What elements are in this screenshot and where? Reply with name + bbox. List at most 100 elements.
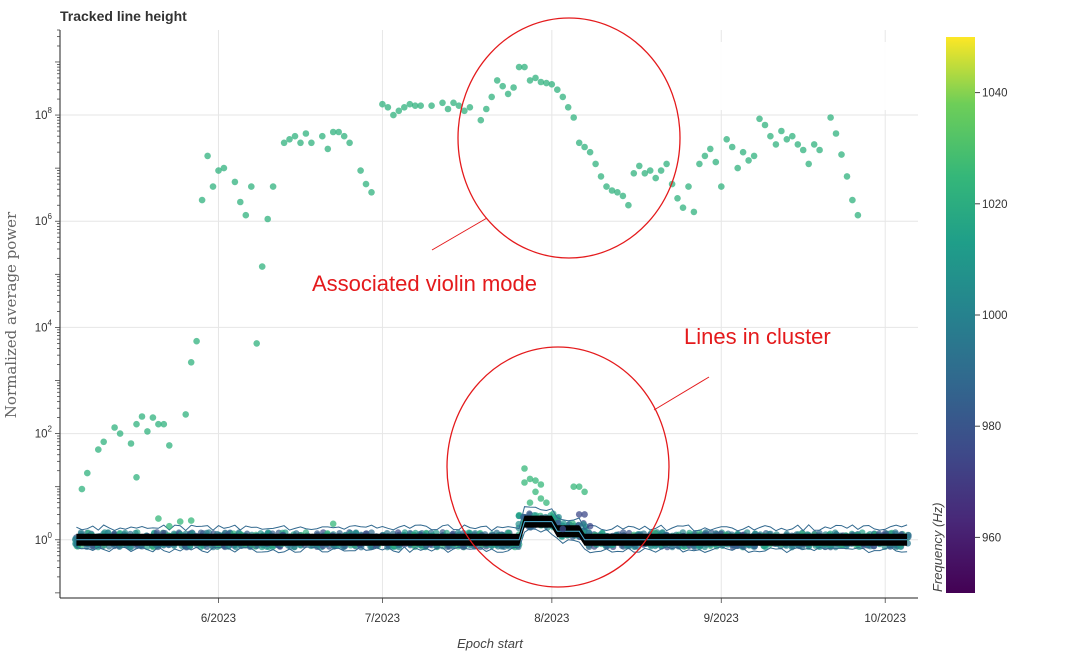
data-point [510, 84, 517, 91]
annotation-violin: Associated violin mode [312, 17, 681, 296]
data-point [166, 442, 173, 449]
data-point [597, 173, 605, 180]
data-point [554, 86, 561, 93]
data-point [581, 511, 588, 518]
y-tick-labels: 100 102 104 106 108 [35, 106, 53, 547]
data-point [745, 157, 752, 164]
x-tick-label: 10/2023 [864, 613, 906, 625]
data-point [111, 424, 118, 431]
data-point [319, 132, 326, 140]
x-tick-labels: 6/2023 7/2023 8/2023 9/2023 10/2023 [201, 613, 906, 625]
data-point [652, 174, 659, 182]
data-point [614, 189, 621, 196]
y-tick-label: 102 [35, 425, 53, 441]
data-point [329, 128, 337, 136]
data-point [712, 158, 720, 166]
data-point [155, 515, 162, 522]
data-point [816, 146, 823, 154]
data-point [258, 263, 266, 270]
data-point [308, 139, 315, 147]
data-point [187, 517, 195, 524]
data-point [444, 105, 452, 113]
data-point [521, 479, 528, 486]
data-point [526, 499, 534, 507]
data-point [832, 130, 840, 137]
colorbar-tick-label: 960 [982, 532, 1001, 544]
data-point [291, 132, 299, 140]
data-point [466, 104, 474, 111]
data-point [379, 100, 386, 108]
data-point [794, 141, 802, 148]
data-point [543, 499, 550, 507]
data-point [335, 128, 343, 136]
data-point [302, 130, 310, 137]
x-axis-title: Epoch start [457, 636, 524, 651]
data-point [843, 173, 851, 180]
data-point [346, 139, 353, 147]
data-point [799, 146, 807, 154]
x-tick-label: 8/2023 [534, 613, 569, 625]
data-point [439, 99, 446, 107]
y-tick-label: 108 [35, 106, 53, 122]
data-point [701, 152, 709, 160]
data-point [209, 183, 217, 190]
data-point [756, 115, 763, 123]
data-point [718, 183, 725, 190]
data-point [461, 107, 468, 115]
data-point [264, 215, 272, 223]
data-point [95, 446, 102, 453]
data-point [723, 136, 730, 143]
data-point [586, 148, 594, 156]
chart-title: Tracked line height [60, 8, 187, 24]
data-point [674, 195, 681, 202]
data-point [215, 167, 222, 174]
data-point [390, 111, 397, 119]
data-point [280, 139, 288, 147]
y-tick-label: 104 [35, 318, 53, 334]
data-point [237, 198, 244, 206]
data-point [575, 139, 583, 147]
data-point [515, 63, 523, 71]
colorbar-title: Frequency (Hz) [930, 502, 945, 592]
data-point [176, 518, 184, 525]
data-point [564, 104, 572, 111]
data-point [286, 136, 293, 143]
data-point [324, 145, 332, 153]
annotation-violin-text: Associated violin mode [312, 271, 537, 296]
data-point [220, 164, 228, 172]
data-point [630, 170, 638, 177]
data-point [357, 167, 364, 174]
x-tick-label: 7/2023 [365, 613, 400, 625]
data-point [690, 208, 698, 216]
data-point [116, 430, 124, 437]
data-point [761, 121, 769, 129]
cluster-mean-line [76, 521, 908, 541]
data-point [805, 160, 812, 168]
data-point [767, 132, 774, 140]
data-point [641, 170, 649, 177]
data-point [559, 93, 567, 101]
y-tick-label: 106 [35, 212, 53, 228]
data-point [663, 160, 670, 168]
data-point [138, 413, 146, 420]
colorbar-tick-label: 1040 [982, 88, 1008, 100]
data-point [204, 152, 211, 160]
data-point [581, 488, 588, 496]
data-point [187, 359, 195, 366]
annotation-cluster: Lines in cluster [446, 324, 831, 588]
data-point [526, 475, 534, 483]
data-point [521, 465, 528, 472]
data-point [543, 79, 550, 87]
cluster-band-fill [76, 515, 908, 546]
legend-box [642, 42, 910, 110]
colorbar-ticks: 960 980 1000 1020 1040 [975, 88, 1008, 544]
y-axis-title: Normalized average power [2, 211, 20, 418]
annotation-cluster-text: Lines in cluster [684, 324, 831, 349]
data-point [198, 196, 206, 204]
data-point [428, 102, 435, 109]
colorbar-tick-label: 1020 [982, 199, 1008, 211]
y-tick-label: 100 [35, 531, 53, 547]
data-point [696, 160, 703, 168]
data-point [133, 420, 140, 428]
